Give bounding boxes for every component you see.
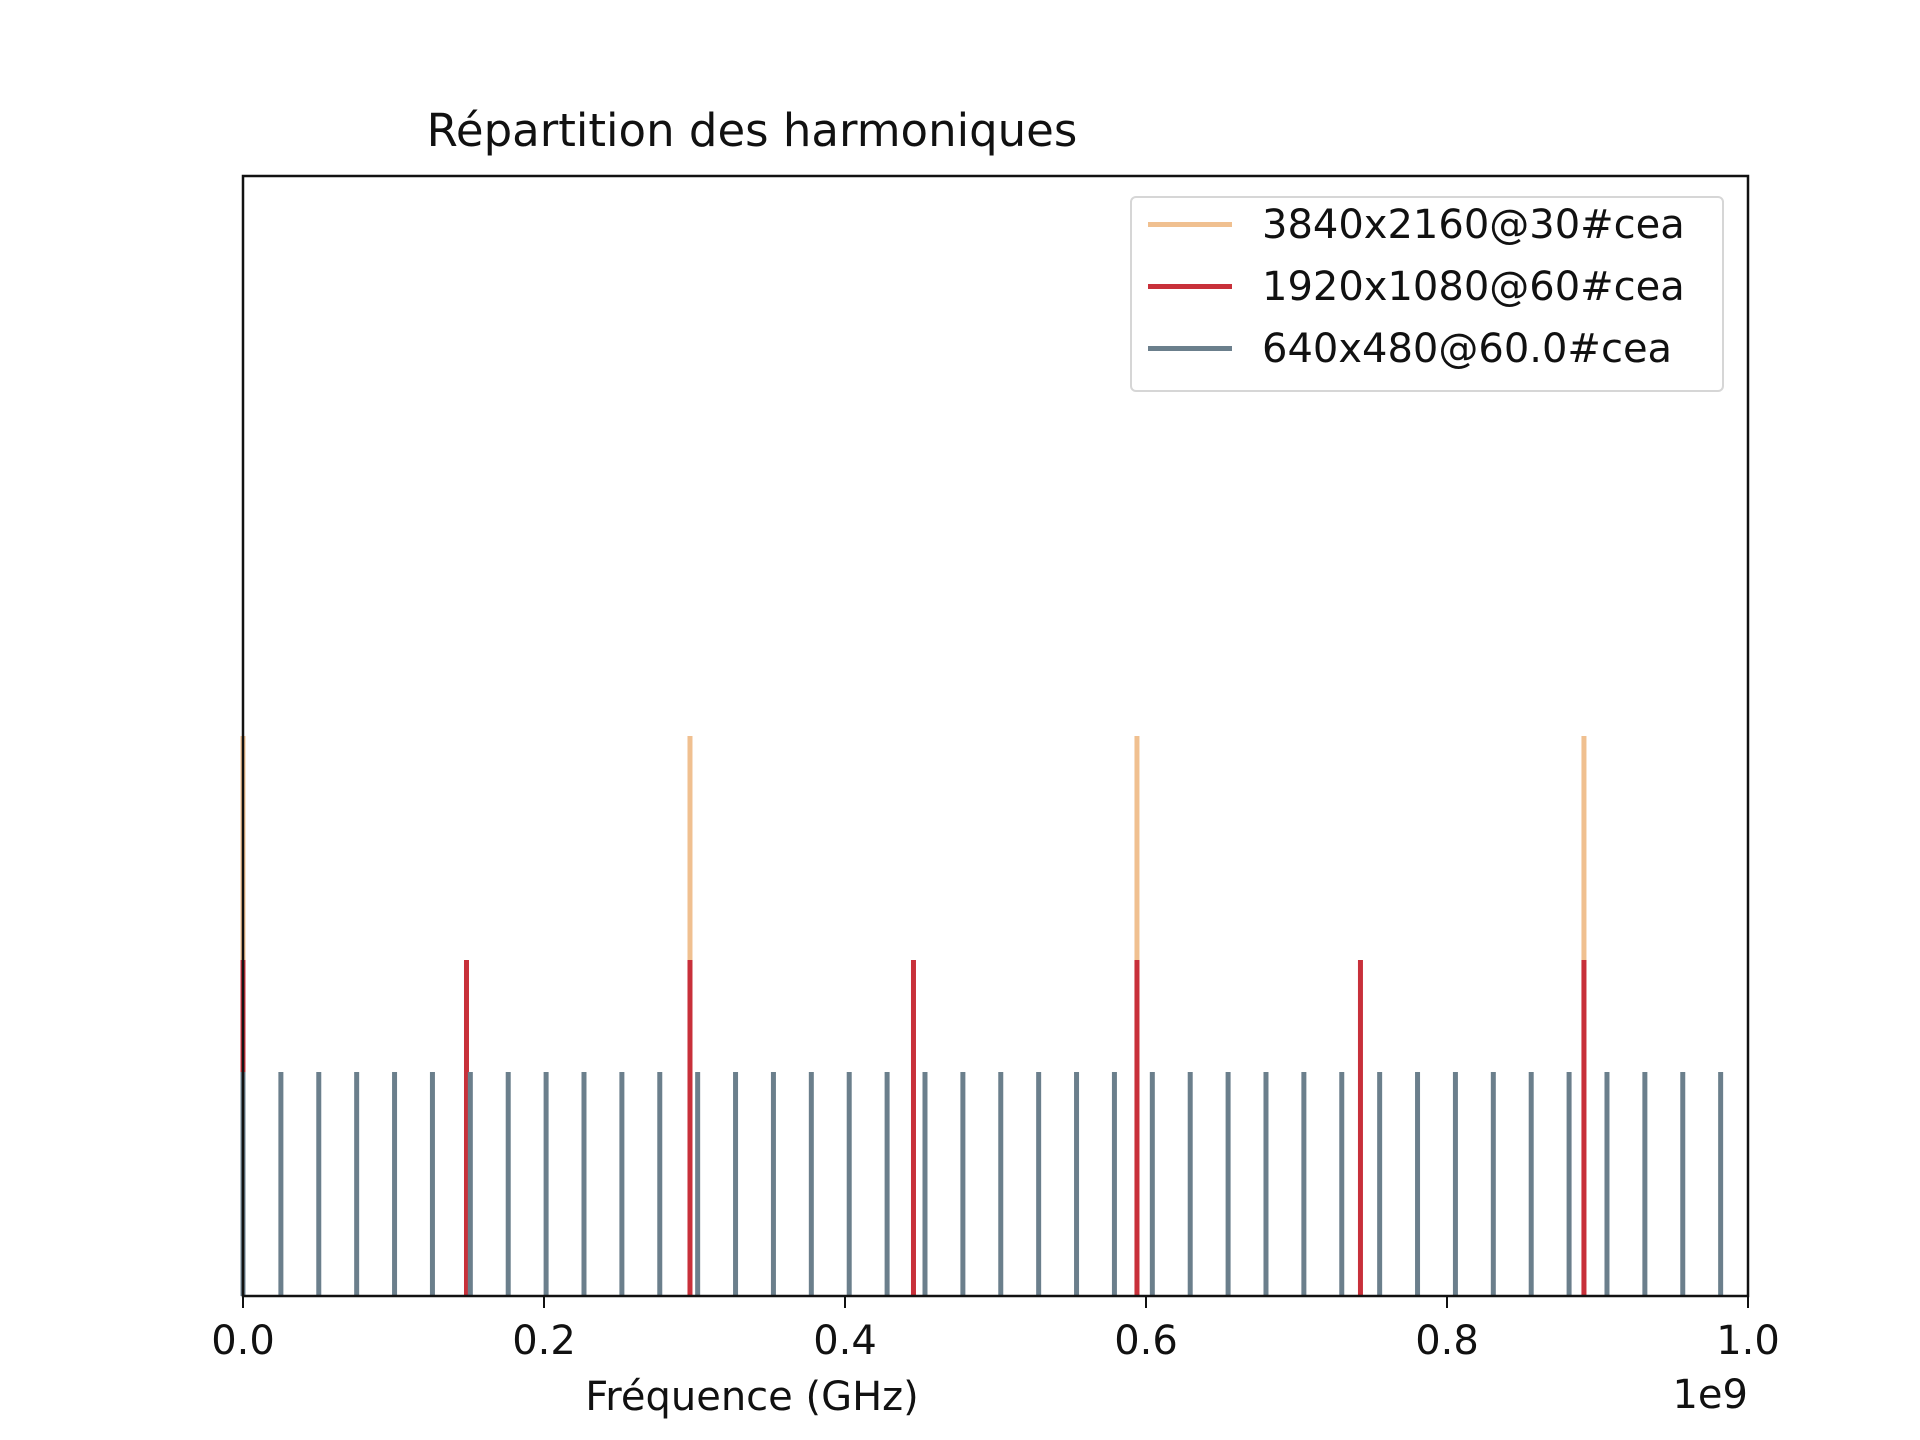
x-axis-offset-label: 1e9: [1672, 1372, 1748, 1418]
legend-item-series-0: 3840x2160@30#cea: [1132, 198, 1722, 248]
series-layer: [240, 736, 1724, 1296]
series-2: [240, 1072, 1724, 1296]
legend-label-3840x2160: 3840x2160@30#cea: [1262, 202, 1685, 248]
x-tick-label: 0.0: [211, 1318, 275, 1364]
legend-swatch-640x480: [1148, 346, 1232, 351]
legend-label-1920x1080: 1920x1080@60#cea: [1262, 264, 1685, 310]
axes-layer: 0.0 0.2 0.4 0.6 0.8 1.0: [211, 174, 1780, 1364]
x-tick-label: 0.2: [512, 1318, 576, 1364]
chart-title: Répartition des harmoniques: [427, 104, 1078, 157]
legend-item-series-1: 1920x1080@60#cea: [1132, 260, 1722, 310]
legend-label-640x480: 640x480@60.0#cea: [1262, 326, 1673, 372]
x-tick-label: 0.4: [813, 1318, 877, 1364]
x-tick-label: 0.8: [1415, 1318, 1479, 1364]
x-tick-label: 0.6: [1114, 1318, 1178, 1364]
legend: 3840x2160@30#cea 1920x1080@60#cea 640x48…: [1130, 196, 1724, 392]
legend-swatch-1920x1080: [1148, 284, 1232, 289]
legend-swatch-3840x2160: [1148, 222, 1232, 227]
legend-item-series-2: 640x480@60.0#cea: [1132, 322, 1722, 372]
plot-frame: [241, 174, 1750, 1298]
x-axis-label: Fréquence (GHz): [585, 1374, 919, 1420]
x-tick-label: 1.0: [1716, 1318, 1780, 1364]
series-1: [240, 960, 1587, 1296]
